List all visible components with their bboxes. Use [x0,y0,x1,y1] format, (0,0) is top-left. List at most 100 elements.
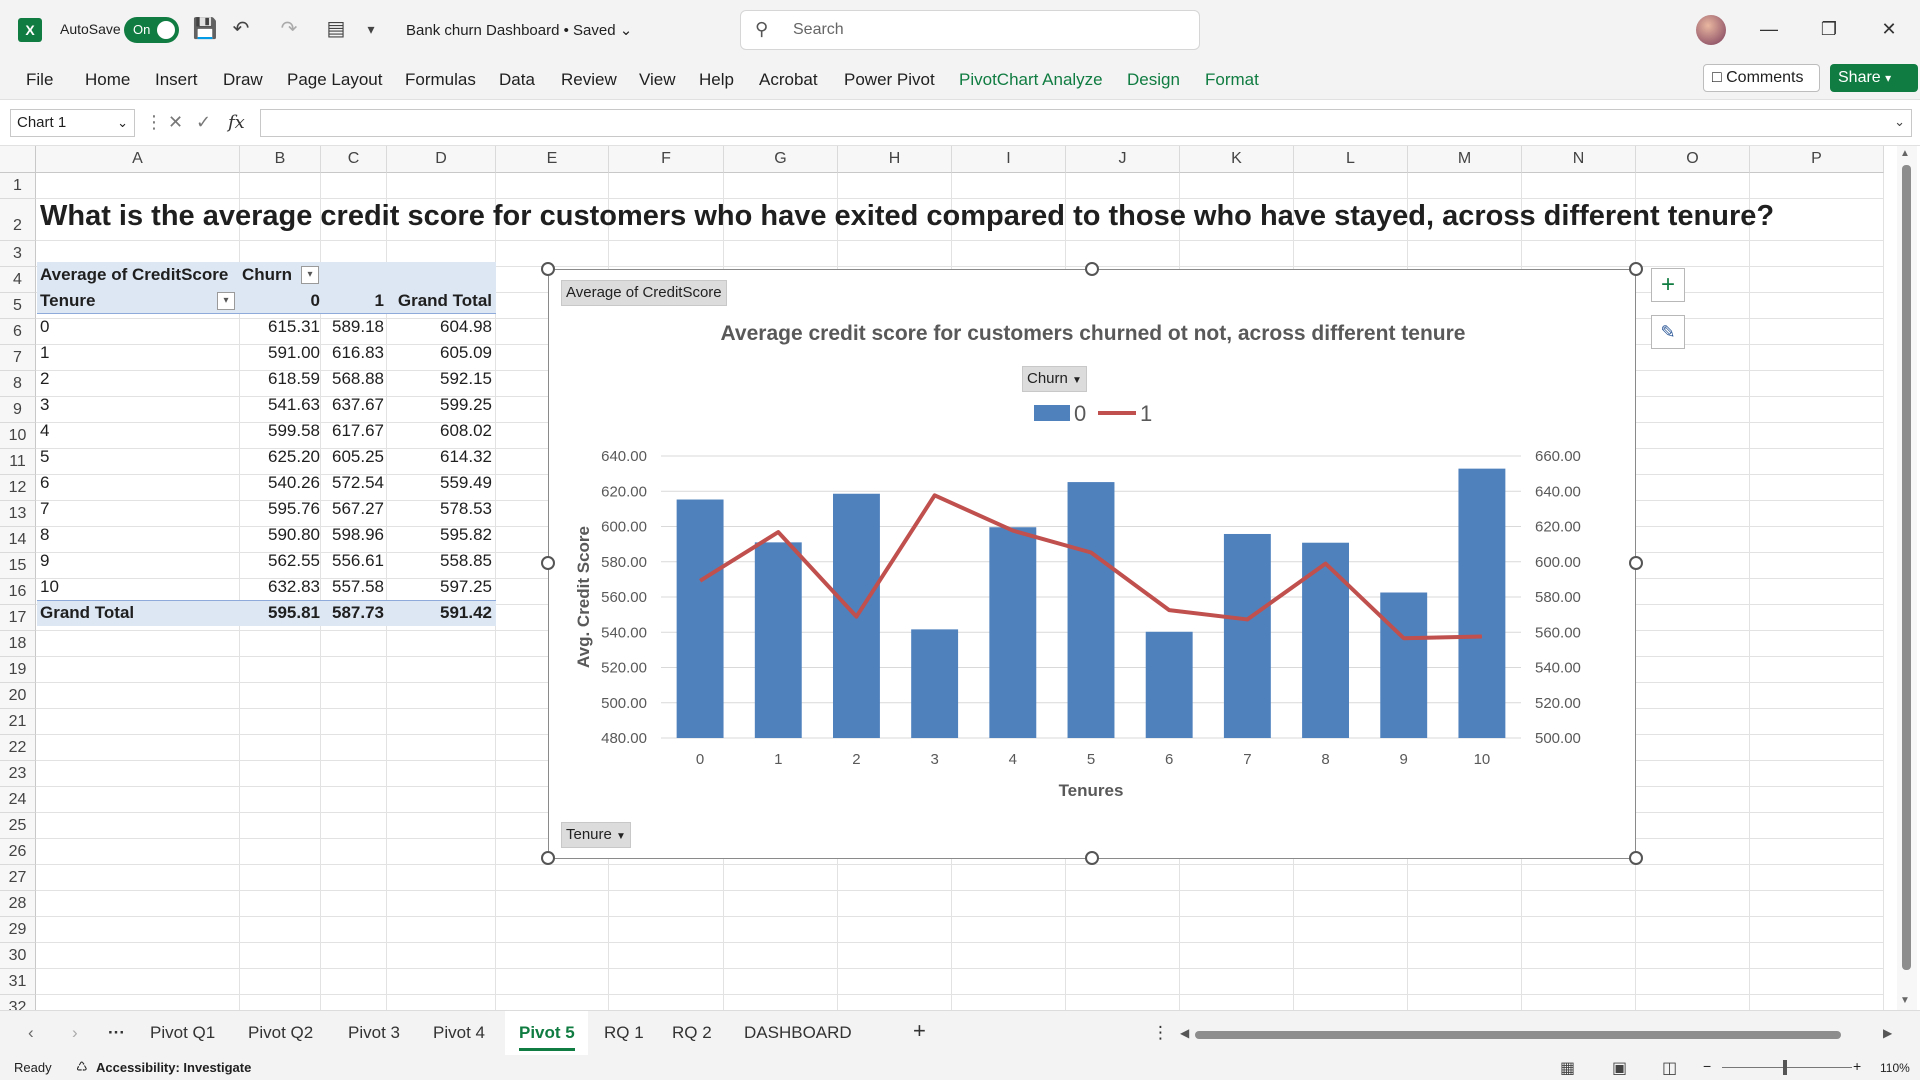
row-header[interactable]: 17 [0,605,36,631]
pivot-cell[interactable]: 578.53 [440,499,492,518]
row-header[interactable]: 27 [0,865,36,891]
pivot-col-field[interactable]: Churn [242,265,293,284]
column-header[interactable]: M [1408,146,1522,173]
resize-handle[interactable] [541,262,555,276]
chart-elements-plus-icon[interactable]: + [1651,268,1685,302]
row-header[interactable]: 25 [0,813,36,839]
pivot-cell[interactable]: 604.98 [440,317,492,336]
pivot-chart[interactable]: Average of CreditScore Average credit sc… [548,269,1636,859]
tab-view[interactable]: View [639,70,676,89]
pivot-cell[interactable]: 540.26 [268,473,320,492]
pivot-cell[interactable]: 618.59 [268,369,320,388]
tab-formulas[interactable]: Formulas [405,70,476,89]
resize-handle[interactable] [541,556,555,570]
zoom-out-icon[interactable]: − [1703,1058,1712,1074]
row-header[interactable]: 15 [0,553,36,579]
pivot-value-label[interactable]: Average of CreditScore [40,265,229,284]
pivot-cell[interactable]: 599.25 [440,395,492,414]
customize-toolbar-icon[interactable]: ▾ [367,21,375,37]
resize-handle[interactable] [1629,851,1643,865]
pivot-cell[interactable]: 605.09 [440,343,492,362]
vertical-scroll-thumb[interactable] [1902,165,1911,970]
tab-design[interactable]: Design [1127,70,1180,89]
pivot-cell[interactable]: 592.15 [440,369,492,388]
row-header[interactable]: 10 [0,423,36,449]
formula-input[interactable]: ⌄ [260,109,1912,137]
minimize-icon[interactable]: — [1760,19,1778,39]
sheet-tab-pivot-q2[interactable]: Pivot Q2 [248,1023,314,1042]
row-header[interactable]: 5 [0,293,36,319]
add-sheet-icon[interactable]: + [913,1018,926,1043]
pivot-cell[interactable]: 595.76 [268,499,320,518]
pivot-cell[interactable]: 568.88 [332,369,384,388]
chart-styles-brush-icon[interactable]: ✎ [1651,315,1685,349]
sheet-tab-pivot-5[interactable]: Pivot 5 [519,1023,575,1051]
column-header[interactable]: H [838,146,952,173]
redo-icon[interactable]: ↷ [280,18,298,40]
sheet-tab-dashboard[interactable]: DASHBOARD [744,1023,852,1042]
form-icon[interactable]: ▤ [326,18,346,40]
more-sheets-icon[interactable]: ··· [108,1023,125,1042]
pivot-row-label[interactable]: 10 [40,577,59,596]
tab-data[interactable]: Data [499,70,535,89]
row-header[interactable]: 4 [0,267,36,293]
row-header[interactable]: 14 [0,527,36,553]
sheet-tab-rq-2[interactable]: RQ 2 [672,1023,712,1042]
sheet-options-icon[interactable]: ⋮ [1152,1023,1169,1042]
chart-title[interactable]: Average credit score for customers churn… [720,322,1466,345]
pivot-cell[interactable]: 615.31 [268,317,320,336]
scroll-up-icon[interactable]: ▲ [1900,148,1910,159]
zoom-slider-track[interactable] [1722,1067,1852,1068]
row-header[interactable]: 1 [0,173,36,199]
undo-icon[interactable]: ↶ [232,18,250,40]
row-header[interactable]: 21 [0,709,36,735]
column-header[interactable]: N [1522,146,1636,173]
zoom-level[interactable]: 110% [1880,1061,1910,1075]
autosave-toggle[interactable]: On [124,17,179,43]
pivot-row-field[interactable]: Tenure [40,291,96,310]
share-button[interactable]: Share ▾ [1830,64,1918,92]
churn-filter-icon[interactable]: ▾ [301,266,319,284]
pivot-cell[interactable]: 597.25 [440,577,492,596]
column-header[interactable]: E [496,146,609,173]
pivot-row-label[interactable]: 4 [40,421,50,440]
prev-sheet-icon[interactable]: ‹ [28,1023,34,1042]
axis-field-button[interactable]: Tenure ▼ [561,822,631,848]
pivot-cell[interactable]: 559.49 [440,473,492,492]
more-options-icon[interactable]: ⋮ [145,112,163,132]
row-header[interactable]: 13 [0,501,36,527]
insert-function-icon[interactable]: fx [228,112,245,133]
pivot-cell[interactable]: 625.20 [268,447,320,466]
name-box[interactable]: Chart 1 ⌄ [10,109,135,137]
pivot-row-label[interactable]: 8 [40,525,50,544]
row-header[interactable]: 31 [0,969,36,995]
resize-handle[interactable] [1629,262,1643,276]
pivot-cell[interactable]: 557.58 [332,577,384,596]
scroll-right-icon[interactable]: ▶ [1883,1026,1893,1040]
row-header[interactable]: 9 [0,397,36,423]
row-header[interactable]: 20 [0,683,36,709]
horizontal-scroll-thumb[interactable] [1195,1031,1841,1039]
pivot-cell[interactable]: 599.58 [268,421,320,440]
enter-icon[interactable]: ✓ [196,112,212,132]
row-header[interactable]: 23 [0,761,36,787]
row-header[interactable]: 3 [0,241,36,267]
tab-page-layout[interactable]: Page Layout [287,70,383,89]
select-all-corner[interactable] [0,146,36,173]
row-header[interactable]: 16 [0,579,36,605]
row-header[interactable]: 2 [0,199,36,241]
sheet-tab-pivot-4[interactable]: Pivot 4 [433,1023,485,1042]
pivot-row-label[interactable]: 1 [40,343,50,362]
restore-icon[interactable]: ❐ [1820,19,1838,39]
page-break-view-icon[interactable]: ◫ [1662,1060,1678,1077]
row-header[interactable]: 28 [0,891,36,917]
pivot-cell[interactable]: 617.67 [332,421,384,440]
next-sheet-icon[interactable]: › [72,1023,78,1042]
tab-review[interactable]: Review [561,70,617,89]
pivot-cell[interactable]: 595.82 [440,525,492,544]
page-layout-view-icon[interactable]: ▣ [1612,1060,1628,1077]
row-header[interactable]: 12 [0,475,36,501]
pivot-cell[interactable]: 556.61 [332,551,384,570]
pivot-cell[interactable]: 616.83 [332,343,384,362]
tab-pivotchart-analyze[interactable]: PivotChart Analyze [959,70,1103,89]
